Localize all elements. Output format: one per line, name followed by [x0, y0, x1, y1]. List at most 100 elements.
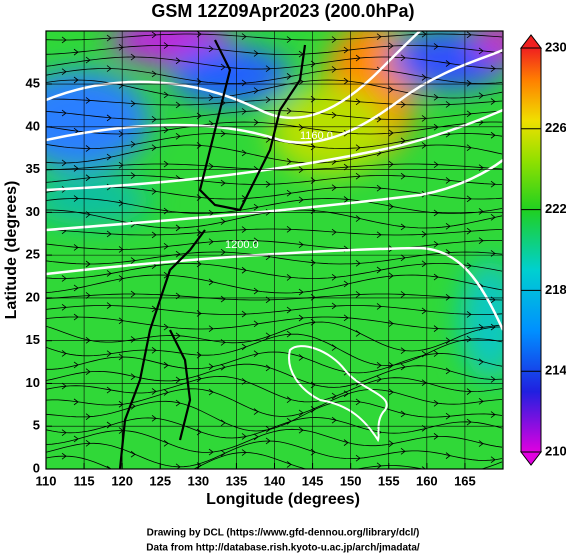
streamline-arrow: [331, 66, 337, 73]
streamline-arrow: [433, 433, 439, 440]
streamline-arrow: [376, 375, 382, 383]
streamline-arrow: [220, 63, 226, 71]
streamline-arrow: [421, 379, 427, 387]
streamline-arrow: [151, 188, 157, 195]
streamline-arrow: [298, 409, 304, 417]
streamline-arrow: [106, 465, 112, 469]
streamline-arrow: [400, 363, 406, 371]
streamline-arrow: [151, 31, 157, 39]
streamline-arrow: [400, 137, 406, 145]
streamline-arrow: [388, 440, 394, 447]
streamline-arrow: [388, 42, 394, 50]
streamline-arrow: [85, 292, 91, 299]
streamline-arrow: [265, 65, 271, 73]
contour-line: [46, 48, 503, 144]
streamline-arrow: [355, 454, 361, 462]
streamline-arrow: [355, 398, 361, 406]
streamline-arrow: [433, 43, 439, 50]
streamline-arrow: [343, 129, 349, 137]
streamline-arrow: [151, 346, 157, 354]
streamline-arrow: [106, 270, 112, 277]
streamline-arrow: [478, 92, 484, 99]
streamline-arrow: [445, 412, 451, 420]
streamline-arrow: [175, 332, 181, 340]
streamline-arrow: [220, 363, 226, 371]
colorbar-extend-top: [519, 34, 543, 49]
streamline-arrow: [73, 361, 79, 369]
streamline-arrow: [61, 303, 67, 311]
streamline-arrow: [163, 361, 169, 369]
streamline-arrow: [241, 310, 247, 318]
streamline-arrow: [265, 332, 271, 340]
streamline-arrow: [478, 358, 484, 366]
streamline-arrow: [286, 417, 292, 425]
streamline-arrow: [400, 254, 406, 262]
streamline-arrow: [400, 172, 406, 180]
streamline-arrow: [355, 172, 361, 180]
streamline-arrow: [73, 398, 79, 406]
streamline-arrow: [163, 439, 169, 447]
streamline-arrow: [355, 215, 361, 222]
streamline-arrow: [241, 433, 247, 440]
streamline-arrow: [61, 159, 67, 167]
streamline-arrow: [298, 314, 304, 322]
streamline-arrow: [298, 354, 304, 361]
streamline-arrow: [286, 274, 292, 281]
streamline-arrow: [355, 260, 361, 267]
streamline-arrow: [175, 57, 181, 65]
streamline-arrow: [208, 363, 214, 370]
streamline-arrow: [265, 364, 271, 372]
streamline-arrow: [241, 108, 247, 115]
streamline-arrow: [355, 98, 361, 106]
streamline-arrow: [490, 250, 496, 257]
streamline-arrow: [286, 73, 292, 80]
streamline-arrow: [433, 161, 439, 168]
streamline-arrow: [400, 291, 406, 298]
contour-line: [288, 345, 388, 443]
streamline-arrow: [265, 96, 271, 104]
streamline-arrow: [106, 153, 112, 161]
streamline-arrow: [85, 174, 91, 182]
streamline-arrow: [130, 100, 136, 107]
streamline-arrow: [331, 273, 337, 281]
streamline-arrow: [421, 142, 427, 149]
x-tick-label: 110: [36, 473, 57, 488]
streamline-arrow: [421, 307, 427, 315]
streamline-arrow: [265, 180, 271, 188]
streamline-arrow: [163, 323, 169, 331]
credit: Drawing by DCL (https://www.gfd-dennou.o…: [147, 528, 420, 539]
x-tick-label: 155: [378, 473, 400, 488]
x-tick-label: 150: [340, 473, 362, 488]
streamline-arrow: [130, 336, 136, 343]
streamline-arrow: [433, 240, 439, 248]
streamline-arrow: [388, 160, 394, 168]
streamline-arrow: [445, 101, 451, 108]
streamline-arrow: [253, 287, 259, 295]
colorbar-tick-label: 230: [545, 39, 566, 54]
streamline-arrow: [343, 280, 349, 288]
streamline-arrow: [85, 368, 91, 376]
streamline-arrow: [343, 390, 349, 398]
streamline-arrow: [331, 184, 337, 191]
streamline-arrow: [421, 466, 426, 469]
streamline-arrow: [118, 275, 124, 282]
y-tick-label: 10: [26, 375, 40, 390]
streamline-arrow: [421, 230, 427, 238]
y-tick-label: 45: [26, 75, 40, 90]
y-tick-label: 25: [26, 247, 40, 262]
streamline-arrow: [106, 302, 112, 309]
streamline-arrow: [445, 294, 451, 301]
streamline-arrow: [61, 36, 67, 44]
streamline-arrow: [73, 284, 79, 292]
streamline-arrow: [208, 278, 214, 286]
streamline-arrow: [85, 56, 91, 64]
title: GSM 12Z09Apr2023 (200.0hPa): [151, 1, 414, 21]
streamline-arrow: [130, 373, 136, 381]
streamline-arrow: [220, 130, 226, 138]
streamline-arrow: [130, 53, 136, 61]
streamline-arrow: [73, 48, 79, 56]
streamline-arrow: [73, 195, 79, 202]
streamline-arrow: [241, 226, 247, 233]
streamline-arrow: [400, 347, 406, 354]
streamline-arrow: [163, 91, 169, 99]
